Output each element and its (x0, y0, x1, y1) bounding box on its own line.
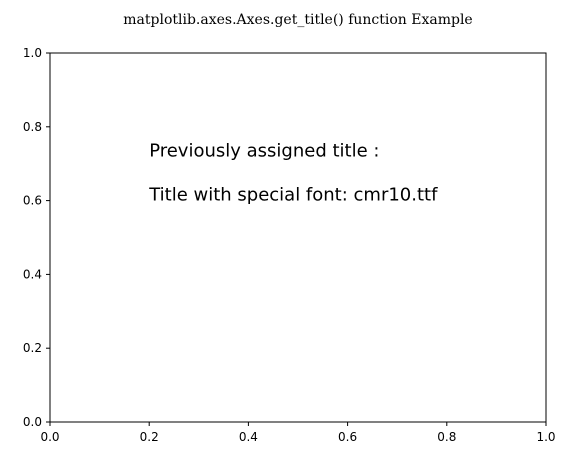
x-tick-label: 0.0 (40, 430, 59, 444)
x-tick-label: 0.2 (140, 430, 159, 444)
plot-area-frame (49, 52, 547, 423)
y-tick-label: 0.0 (23, 415, 42, 429)
y-tick-label: 0.8 (23, 120, 42, 134)
annotations-group: Previously assigned title : Title with sp… (148, 140, 438, 205)
chart-title: matplotlib.axes.Axes.get_title() functio… (123, 12, 472, 28)
y-tick-label: 0.6 (23, 194, 42, 208)
annotation-text: Title with special font: cmr10.ttf (148, 185, 438, 206)
y-tick-label: 0.2 (23, 341, 42, 355)
x-tick-label: 0.6 (338, 430, 357, 444)
annotation-text: Previously assigned title : (149, 140, 379, 161)
y-tick-label: 1.0 (23, 46, 42, 60)
x-tick-label: 0.4 (239, 430, 258, 444)
x-tick-label: 0.8 (437, 430, 456, 444)
x-axis: 0.0 0.2 0.4 0.6 0.8 1.0 (40, 422, 556, 444)
y-tick-label: 0.4 (23, 267, 42, 281)
y-axis: 0.0 0.2 0.4 0.6 0.8 1.0 (23, 46, 50, 429)
x-tick-label: 1.0 (536, 430, 555, 444)
